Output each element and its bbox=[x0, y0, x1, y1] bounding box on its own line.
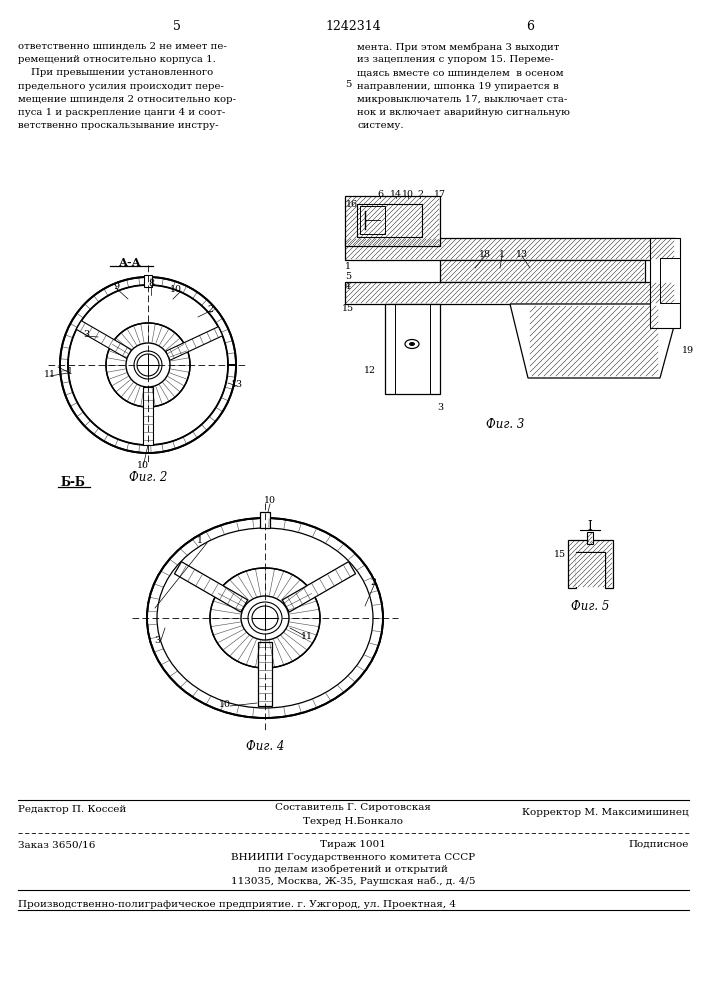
Bar bbox=[660, 258, 680, 303]
Text: Тираж 1001: Тираж 1001 bbox=[320, 840, 386, 849]
Text: 10: 10 bbox=[402, 190, 414, 199]
Text: 1: 1 bbox=[197, 536, 203, 545]
Bar bbox=[440, 260, 645, 282]
Text: 1: 1 bbox=[499, 250, 505, 259]
Text: 13: 13 bbox=[516, 250, 528, 259]
Text: по делам изобретений и открытий: по делам изобретений и открытий bbox=[258, 865, 448, 874]
Text: 2: 2 bbox=[207, 305, 213, 314]
Text: 13: 13 bbox=[231, 380, 243, 389]
Ellipse shape bbox=[248, 602, 282, 634]
Text: Фиг. 5: Фиг. 5 bbox=[571, 600, 609, 613]
Circle shape bbox=[137, 354, 159, 376]
Text: Редактор П. Коссей: Редактор П. Коссей bbox=[18, 805, 127, 814]
Text: ответственно шпиндель 2 не имеет пе-: ответственно шпиндель 2 не имеет пе- bbox=[18, 42, 227, 51]
Text: пуса 1 и раскрепление цанги 4 и соот-: пуса 1 и раскрепление цанги 4 и соот- bbox=[18, 108, 226, 117]
Text: щаясь вместе со шпинделем  в осеном: щаясь вместе со шпинделем в осеном bbox=[357, 68, 563, 77]
Polygon shape bbox=[510, 304, 680, 378]
Bar bbox=[345, 238, 675, 260]
Bar bbox=[345, 282, 675, 304]
Text: 15: 15 bbox=[342, 304, 354, 313]
Text: 9: 9 bbox=[113, 282, 119, 291]
Text: 3: 3 bbox=[154, 636, 160, 645]
Text: нок и включает аварийную сигнальную: нок и включает аварийную сигнальную bbox=[357, 108, 570, 117]
Text: 17: 17 bbox=[434, 190, 446, 199]
Bar bbox=[360, 206, 385, 234]
Bar bbox=[345, 196, 440, 246]
Text: 19: 19 bbox=[682, 346, 694, 355]
Text: ветственно проскальзывание инстру-: ветственно проскальзывание инстру- bbox=[18, 121, 218, 130]
Bar bbox=[587, 532, 593, 544]
Polygon shape bbox=[175, 562, 247, 612]
Text: из зацепления с упором 15. Переме-: из зацепления с упором 15. Переме- bbox=[357, 55, 554, 64]
Text: 10: 10 bbox=[137, 461, 149, 470]
Text: А-А: А-А bbox=[119, 257, 141, 268]
Text: 10: 10 bbox=[219, 700, 231, 709]
Polygon shape bbox=[143, 387, 153, 445]
Text: 12: 12 bbox=[364, 366, 376, 375]
Text: систему.: систему. bbox=[357, 121, 404, 130]
Polygon shape bbox=[258, 642, 272, 706]
Text: 6: 6 bbox=[526, 20, 534, 33]
Text: 2: 2 bbox=[417, 190, 423, 199]
Text: 5: 5 bbox=[173, 20, 181, 33]
Text: 2: 2 bbox=[370, 578, 376, 587]
Ellipse shape bbox=[241, 596, 289, 640]
Bar bbox=[260, 512, 270, 528]
Text: 16: 16 bbox=[346, 200, 358, 209]
Ellipse shape bbox=[147, 518, 383, 718]
Ellipse shape bbox=[409, 342, 415, 346]
Bar bbox=[576, 553, 605, 587]
Bar bbox=[650, 238, 680, 328]
Text: Фиг. 2: Фиг. 2 bbox=[129, 471, 167, 484]
Text: Заказ 3650/16: Заказ 3650/16 bbox=[18, 840, 95, 849]
Bar bbox=[385, 304, 440, 394]
Text: Производственно-полиграфическое предприятие. г. Ужгород, ул. Проектная, 4: Производственно-полиграфическое предприя… bbox=[18, 900, 456, 909]
Text: Б-Б: Б-Б bbox=[60, 476, 85, 489]
Circle shape bbox=[106, 323, 190, 407]
Text: 3: 3 bbox=[437, 403, 443, 412]
Text: микровыключатель 17, выключает ста-: микровыключатель 17, выключает ста- bbox=[357, 95, 567, 104]
Text: 1: 1 bbox=[345, 262, 351, 271]
Text: мента. При этом мембрана 3 выходит: мента. При этом мембрана 3 выходит bbox=[357, 42, 559, 51]
Circle shape bbox=[126, 343, 170, 387]
Text: Корректор М. Максимишинец: Корректор М. Максимишинец bbox=[522, 808, 689, 817]
Text: 11: 11 bbox=[44, 370, 56, 379]
Text: 5: 5 bbox=[345, 272, 351, 281]
Text: Фиг. 4: Фиг. 4 bbox=[246, 740, 284, 753]
Text: 10: 10 bbox=[170, 285, 182, 294]
Bar bbox=[144, 275, 152, 287]
Circle shape bbox=[134, 351, 162, 379]
Text: При превышении установленного: При превышении установленного bbox=[18, 68, 214, 77]
Text: 6: 6 bbox=[377, 190, 383, 199]
Text: 3: 3 bbox=[83, 330, 89, 339]
Text: Составитель Г. Сиротовская: Составитель Г. Сиротовская bbox=[275, 803, 431, 812]
Text: 1: 1 bbox=[67, 367, 73, 376]
Text: 18: 18 bbox=[479, 250, 491, 259]
Polygon shape bbox=[76, 321, 132, 358]
Text: 8: 8 bbox=[148, 279, 154, 288]
Text: 11: 11 bbox=[301, 632, 313, 641]
Polygon shape bbox=[282, 562, 356, 612]
Text: Техред Н.Бонкало: Техред Н.Бонкало bbox=[303, 817, 403, 826]
Text: Подписное: Подписное bbox=[629, 840, 689, 849]
Text: 4: 4 bbox=[345, 282, 351, 291]
Polygon shape bbox=[568, 540, 613, 588]
Bar bbox=[357, 204, 422, 237]
Text: 113035, Москва, Ж-35, Раушская наб., д. 4/5: 113035, Москва, Ж-35, Раушская наб., д. … bbox=[230, 877, 475, 886]
Text: 1242314: 1242314 bbox=[325, 20, 381, 33]
Polygon shape bbox=[166, 327, 223, 360]
Ellipse shape bbox=[210, 568, 320, 668]
Text: 10: 10 bbox=[264, 496, 276, 505]
Text: направлении, шпонка 19 упирается в: направлении, шпонка 19 упирается в bbox=[357, 82, 559, 91]
Text: 14: 14 bbox=[390, 190, 402, 199]
Text: предельного усилия происходит пере-: предельного усилия происходит пере- bbox=[18, 82, 224, 91]
Text: ремещений относительно корпуса 1.: ремещений относительно корпуса 1. bbox=[18, 55, 216, 64]
Text: 15: 15 bbox=[554, 550, 566, 559]
Text: Фиг. 3: Фиг. 3 bbox=[486, 418, 524, 431]
Text: I: I bbox=[588, 520, 592, 533]
Text: 5: 5 bbox=[346, 80, 352, 89]
Text: ВНИИПИ Государственного комитета СССР: ВНИИПИ Государственного комитета СССР bbox=[231, 853, 475, 862]
Ellipse shape bbox=[252, 606, 278, 630]
Text: мещение шпинделя 2 относительно кор-: мещение шпинделя 2 относительно кор- bbox=[18, 95, 236, 104]
